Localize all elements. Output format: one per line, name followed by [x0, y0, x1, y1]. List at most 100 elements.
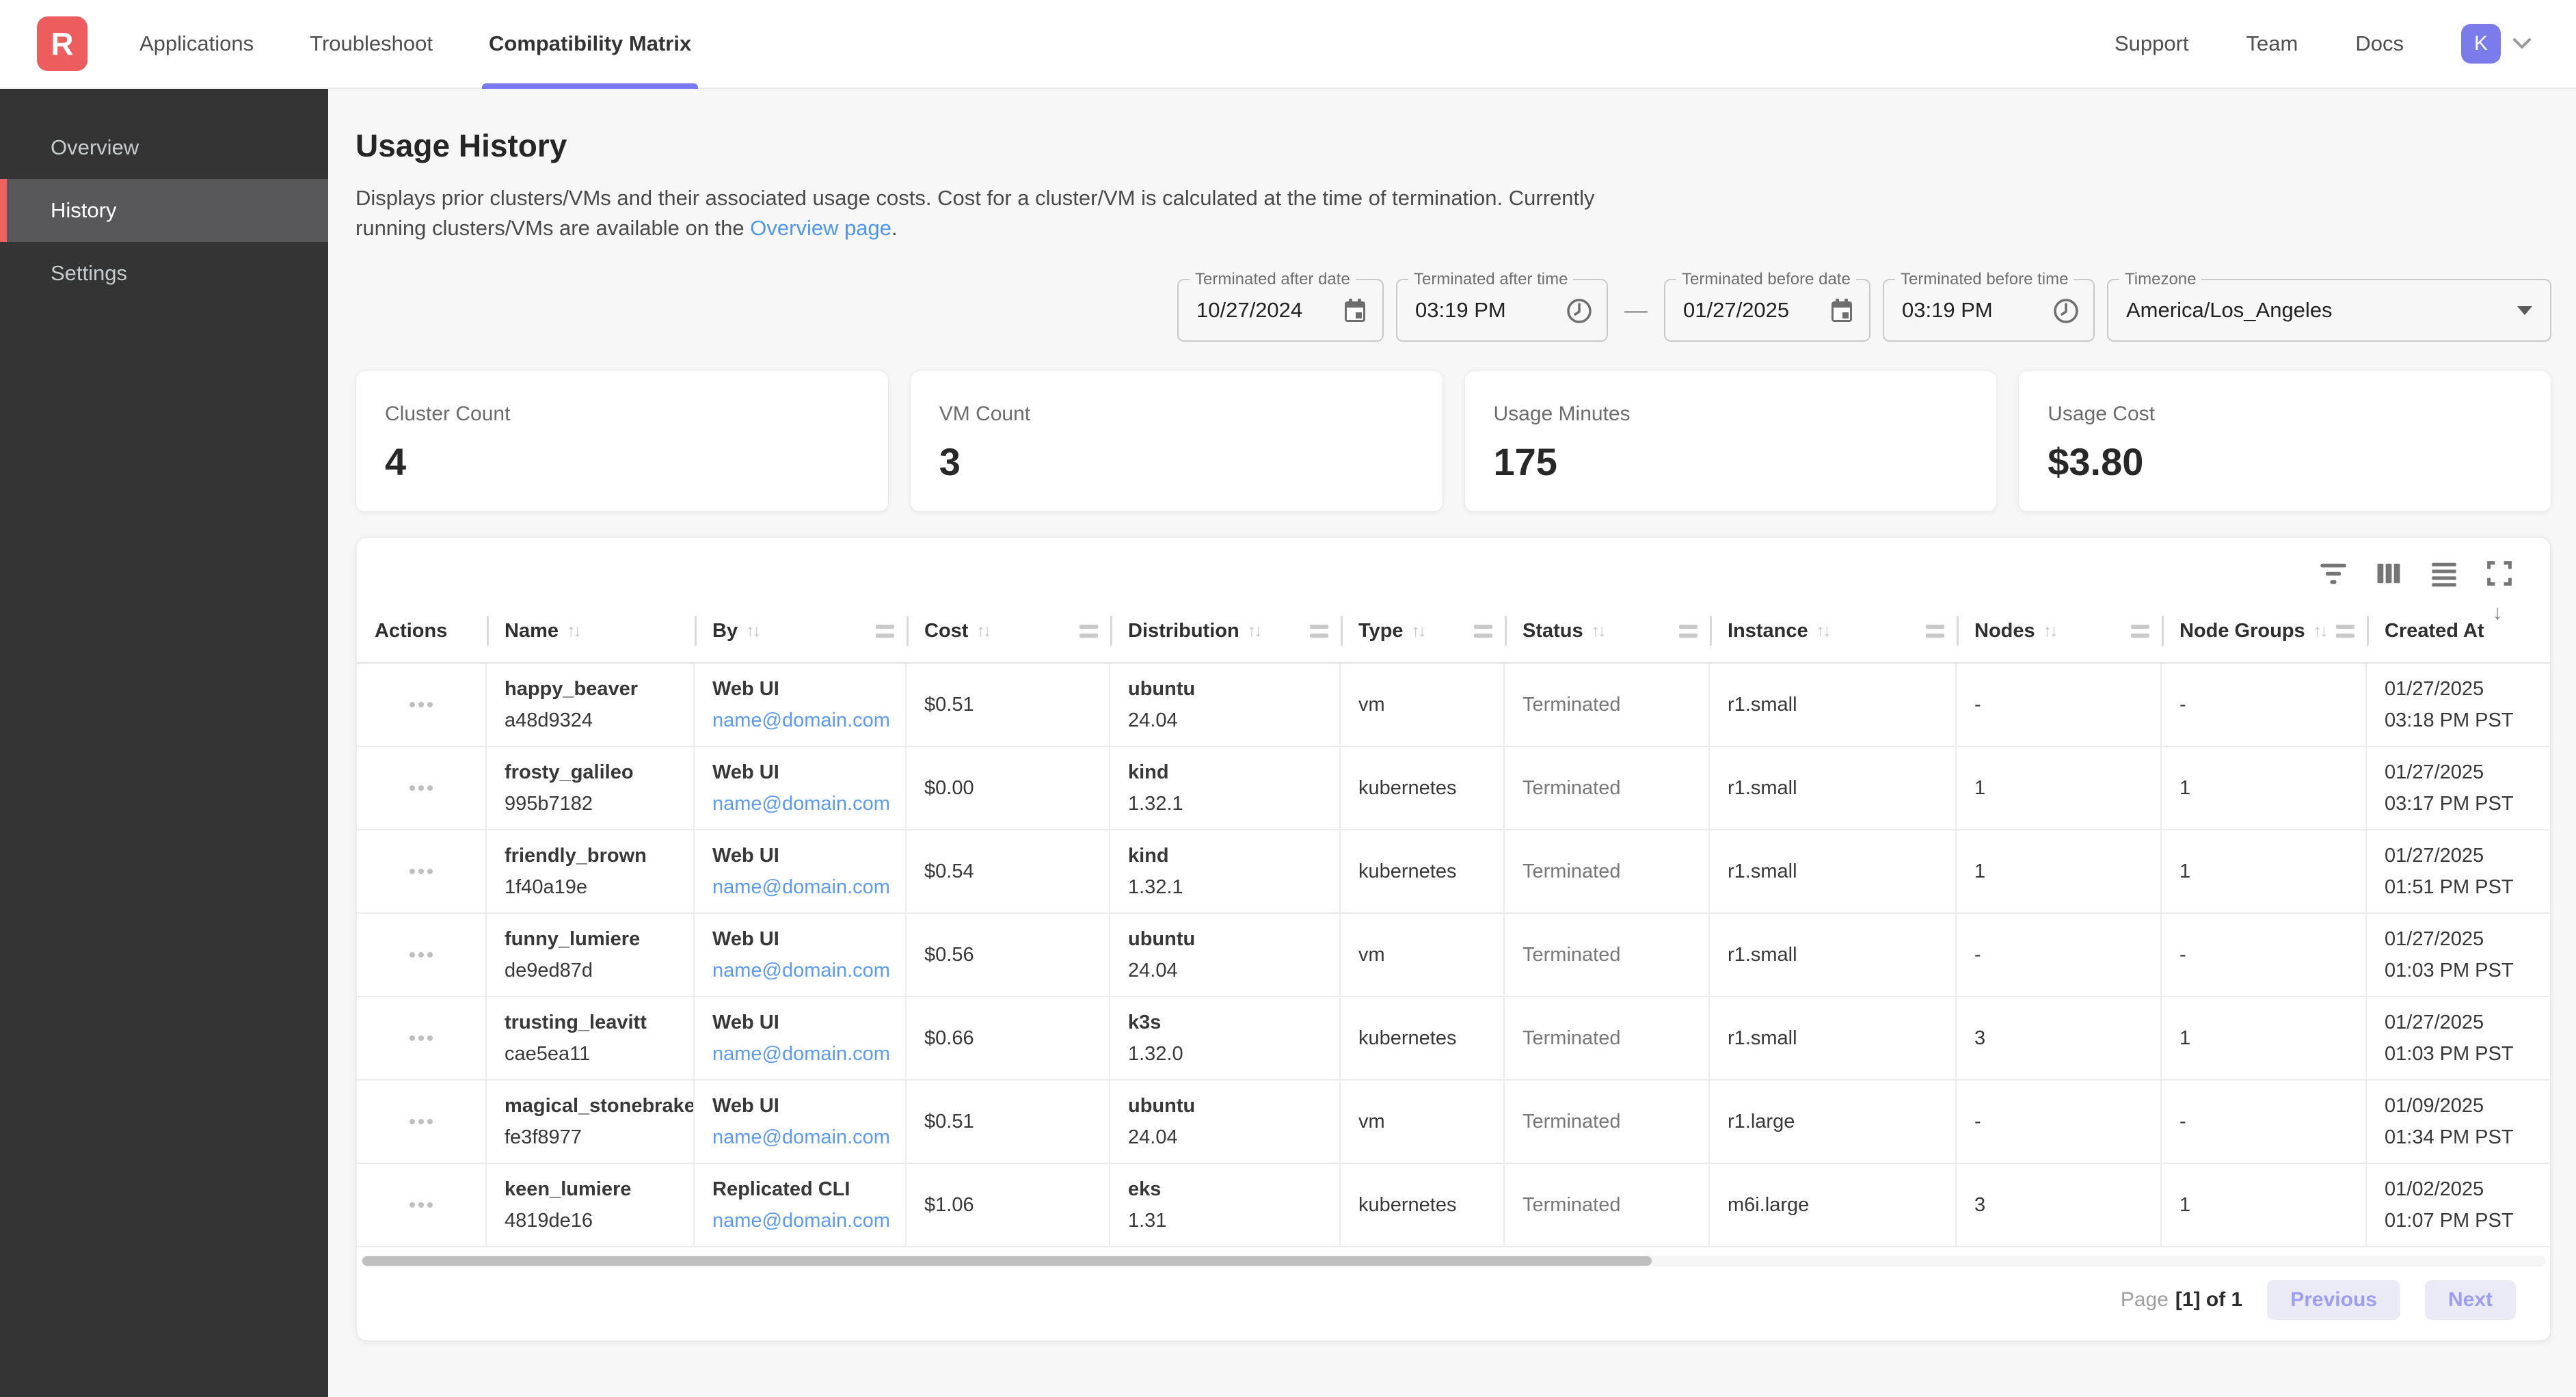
terminated-before-time-field[interactable]: Terminated before time 03:19 PM — [1883, 270, 2095, 342]
sort-updown-icon[interactable]: ↑↓ — [1247, 621, 1263, 640]
sort-desc-icon[interactable]: ↓ — [2492, 601, 2503, 624]
column-header-name[interactable]: Name ↑↓ — [487, 599, 695, 662]
email-link[interactable]: name@domain.com — [712, 1042, 890, 1065]
app-logo[interactable]: R — [37, 16, 88, 71]
cluster-id: 1f40a19e — [505, 876, 587, 898]
timezone-select[interactable]: Timezone America/Los_Angeles — [2107, 270, 2551, 342]
created-by: Web UI — [712, 677, 779, 700]
column-menu-icon[interactable] — [876, 624, 894, 638]
horizontal-scrollbar[interactable] — [361, 1256, 2546, 1266]
terminated-before-date-field[interactable]: Terminated before date 01/27/2025 — [1664, 270, 1870, 342]
sidebar-item-settings[interactable]: Settings — [51, 261, 128, 285]
column-header-node-groups[interactable]: Node Groups ↑↓ — [2162, 599, 2367, 662]
field-value[interactable]: 03:19 PM — [1902, 298, 1993, 322]
field-value[interactable]: 01/27/2025 — [1683, 298, 1790, 322]
field-value[interactable]: 10/27/2024 — [1196, 298, 1303, 322]
sort-updown-icon[interactable]: ↑↓ — [1591, 621, 1607, 640]
more-horiz-icon[interactable] — [404, 696, 438, 713]
tab-applications[interactable]: Applications — [139, 31, 254, 55]
column-menu-icon[interactable] — [1926, 624, 1944, 638]
field-value[interactable]: 03:19 PM — [1415, 298, 1506, 322]
column-menu-icon[interactable] — [1474, 624, 1492, 638]
column-header-instance[interactable]: Instance ↑↓ — [1710, 599, 1957, 662]
stat-value: 175 — [1493, 440, 1557, 483]
more-horiz-icon[interactable] — [404, 863, 438, 880]
email-link[interactable]: name@domain.com — [712, 709, 890, 731]
column-header-distribution[interactable]: Distribution ↑↓ — [1110, 599, 1341, 662]
terminated-after-date-field[interactable]: Terminated after date 10/27/2024 — [1177, 270, 1384, 342]
email-link[interactable]: name@domain.com — [712, 792, 890, 815]
sidebar-item-overview[interactable]: Overview — [51, 135, 139, 159]
sort-updown-icon[interactable]: ↑↓ — [746, 621, 761, 640]
data-grid: Actions Name ↑↓ By ↑↓ Cost ↑↓ Distribution ↑↓ Typ… — [357, 599, 2550, 1247]
email-link[interactable]: name@domain.com — [712, 1126, 890, 1148]
more-horiz-icon[interactable] — [404, 1113, 438, 1130]
column-header-nodes[interactable]: Nodes ↑↓ — [1957, 599, 2162, 662]
column-menu-icon[interactable] — [1310, 624, 1328, 638]
account-menu[interactable]: K — [2461, 24, 2532, 64]
cost-value: $0.54 — [924, 860, 974, 882]
cell-distribution: ubuntu 24.04 — [1110, 1081, 1341, 1163]
sort-updown-icon[interactable]: ↑↓ — [1816, 621, 1832, 640]
next-button[interactable]: Next — [2424, 1280, 2516, 1320]
more-horiz-icon[interactable] — [404, 780, 438, 796]
more-horiz-icon[interactable] — [404, 1197, 438, 1213]
scrollbar-thumb[interactable] — [362, 1256, 1652, 1266]
sort-updown-icon[interactable]: ↑↓ — [2313, 621, 2329, 640]
cluster-name: trusting_leavitt — [505, 1011, 647, 1033]
clock-icon[interactable] — [2051, 295, 2081, 325]
cell-distribution: ubuntu 24.04 — [1110, 664, 1341, 746]
link-support[interactable]: Support — [2114, 31, 2189, 55]
sort-updown-icon[interactable]: ↑↓ — [976, 621, 991, 640]
calendar-icon[interactable] — [1340, 295, 1370, 325]
chevron-down-icon[interactable] — [2512, 37, 2532, 51]
column-header-type[interactable]: Type ↑↓ — [1341, 599, 1505, 662]
table-row: happy_beaver a48d9324 Web UI name@domain.co… — [357, 664, 2550, 747]
field-value[interactable]: America/Los_Angeles — [2126, 298, 2333, 322]
link-team[interactable]: Team — [2246, 31, 2298, 55]
column-menu-icon[interactable] — [1079, 624, 1098, 638]
table-row: keen_lumiere 4819de16 Replicated CLI name@d… — [357, 1164, 2550, 1247]
clock-icon[interactable] — [1564, 295, 1594, 325]
description-text: Displays prior clusters/VMs and their as… — [355, 186, 1595, 240]
created-time: 01:07 PM PST — [2385, 1209, 2514, 1232]
nodes-value: 3 — [1974, 1027, 1986, 1049]
avatar[interactable]: K — [2461, 24, 2501, 64]
column-header-by[interactable]: By ↑↓ — [695, 599, 907, 662]
previous-button[interactable]: Previous — [2267, 1280, 2400, 1320]
sort-updown-icon[interactable]: ↑↓ — [1411, 621, 1427, 640]
email-link[interactable]: name@domain.com — [712, 959, 890, 981]
node-groups-value: 1 — [2179, 1193, 2191, 1216]
sort-updown-icon[interactable]: ↑↓ — [2043, 621, 2058, 640]
distribution-name: k3s — [1128, 1011, 1162, 1033]
email-link[interactable]: name@domain.com — [712, 876, 890, 898]
terminated-after-time-field[interactable]: Terminated after time 03:19 PM — [1396, 270, 1608, 342]
density-icon[interactable] — [2429, 558, 2459, 588]
more-horiz-icon[interactable] — [404, 1030, 438, 1046]
column-header-created-at[interactable]: Created At ↓ — [2367, 599, 2550, 662]
fullscreen-icon[interactable] — [2484, 558, 2514, 588]
calendar-icon[interactable] — [1827, 295, 1857, 325]
dropdown-arrow-icon[interactable] — [2517, 306, 2532, 315]
column-menu-icon[interactable] — [2336, 624, 2354, 638]
email-link[interactable]: name@domain.com — [712, 1209, 890, 1232]
cell-created-at: 01/27/2025 01:03 PM PST — [2367, 997, 2550, 1079]
cost-value: $0.56 — [924, 943, 974, 966]
link-docs[interactable]: Docs — [2355, 31, 2404, 55]
tab-compatibility-matrix[interactable]: Compatibility Matrix — [481, 0, 699, 89]
overview-page-link[interactable]: Overview page — [750, 216, 892, 240]
tab-troubleshoot[interactable]: Troubleshoot — [310, 31, 433, 55]
more-horiz-icon[interactable] — [404, 947, 438, 963]
cell-instance: r1.small — [1710, 664, 1957, 746]
cell-type: kubernetes — [1341, 997, 1505, 1079]
column-header-status[interactable]: Status ↑↓ — [1505, 599, 1710, 662]
column-menu-icon[interactable] — [1679, 624, 1698, 638]
usage-history-table-card: Actions Name ↑↓ By ↑↓ Cost ↑↓ Distribution ↑↓ Typ… — [355, 537, 2551, 1342]
sort-updown-icon[interactable]: ↑↓ — [567, 621, 582, 640]
cluster-name: magical_stonebraker — [505, 1094, 695, 1117]
sidebar-item-history[interactable]: History — [0, 179, 328, 242]
columns-icon[interactable] — [2374, 558, 2404, 588]
column-header-cost[interactable]: Cost ↑↓ — [907, 599, 1110, 662]
column-menu-icon[interactable] — [2131, 624, 2149, 638]
filter-icon[interactable] — [2318, 558, 2348, 588]
